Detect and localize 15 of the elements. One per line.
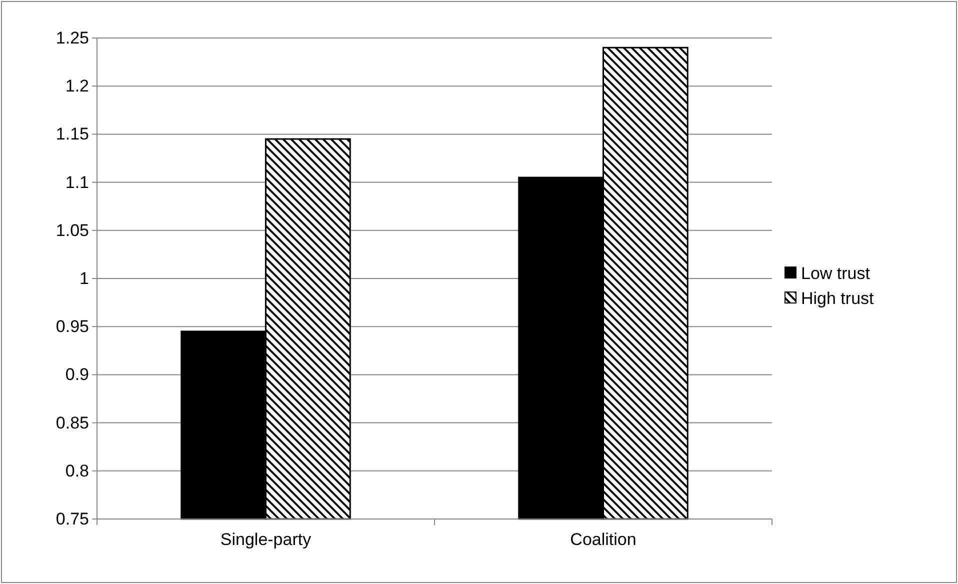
y-tick-label: 1.15 (56, 124, 89, 144)
legend-label: Low trust (801, 264, 870, 283)
y-tick-label: 1.05 (56, 220, 89, 240)
x-tick-label: Coalition (570, 530, 636, 550)
y-tick-label: 0.85 (56, 413, 89, 432)
y-tick-label: 0.8 (65, 461, 89, 480)
y-tick-label: 1.1 (65, 172, 89, 192)
x-tick-label: Single-party (220, 530, 312, 550)
y-tick-label: 0.75 (56, 509, 89, 528)
y-tick-label: 0.9 (65, 365, 89, 384)
y-tick-label: 1.25 (56, 28, 89, 48)
y-tick-label: 0.95 (56, 317, 89, 336)
y-tick-label: 1 (80, 268, 89, 288)
legend-label: High trust (801, 288, 874, 308)
y-tick-label: 1.2 (65, 76, 89, 96)
